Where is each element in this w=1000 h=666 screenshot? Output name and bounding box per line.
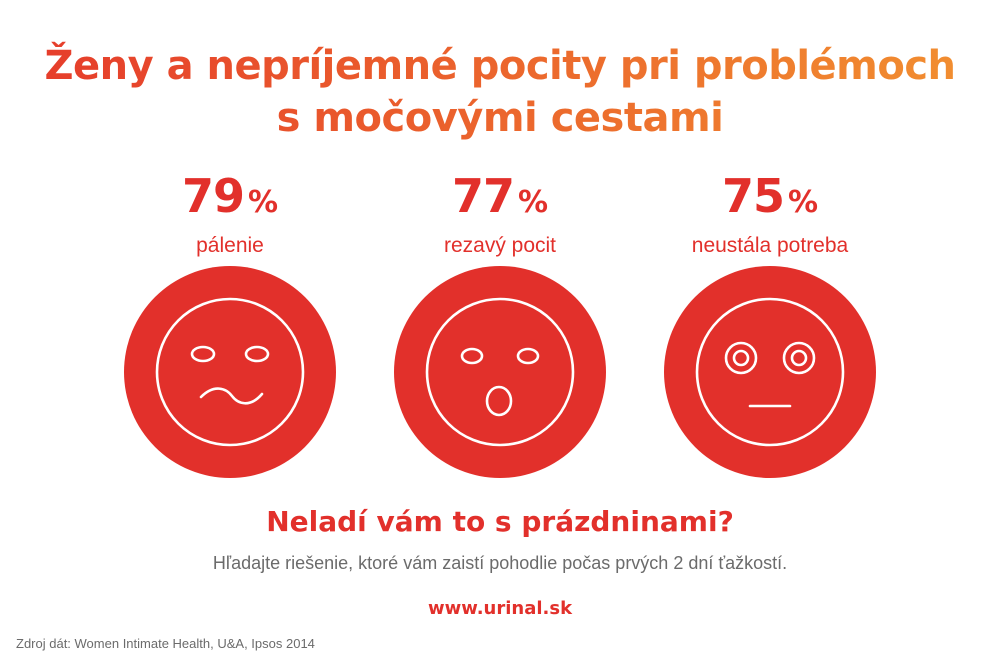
wide-eyed-face-icon [664,266,876,478]
question-heading: Neladí vám to s prázdninami? [266,505,734,538]
stat-unit: % [787,185,819,220]
subtitle-text: Hľadajte riešenie, ktoré vám zaistí poho… [212,553,788,573]
source-note: Zdroj dát: Women Intimate Health, U&A, I… [16,636,315,651]
stat-value: 77 [451,169,515,223]
stat-percentage: 77% [350,168,650,231]
title-line-1: Ženy a nepríjemné pocity pri problémoch [44,43,956,89]
stat-unit: % [247,185,279,220]
wavy-mouth-face-icon [124,266,336,478]
stat-cutting: 77% rezavý pocit [350,168,650,259]
stat-burning: 79% pálenie [80,168,380,259]
stat-percentage: 79% [80,168,380,231]
stat-value: 75 [721,169,785,223]
stat-label: neustála potreba [691,234,849,257]
stat-label: pálenie [196,234,264,257]
stat-label: rezavý pocit [443,234,557,257]
title-line-2: s močovými cestami [276,95,724,141]
website-link[interactable]: www.urinal.sk [427,598,573,619]
stat-value: 79 [181,169,245,223]
surprised-face-icon [394,266,606,478]
stat-percentage: 75% [620,168,920,231]
stat-constant-urge: 75% neustála potreba [620,168,920,259]
page-title: Ženy a nepríjemné pocity pri problémoch … [0,40,1000,144]
stat-unit: % [517,185,549,220]
